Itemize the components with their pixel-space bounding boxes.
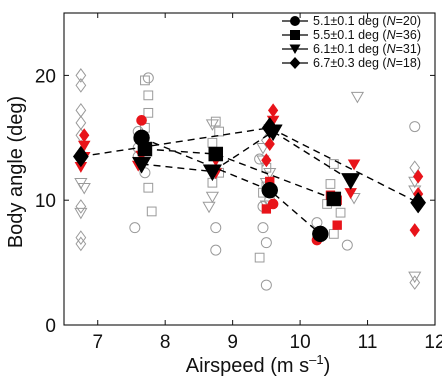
individual-point-red: [261, 204, 272, 214]
tick-labels-layer: 7 8 9 10 11 12 0 10 20: [35, 66, 442, 353]
mean-line: [144, 148, 335, 200]
individual-point-gray: [347, 192, 361, 205]
legend: 5.1±0.1 deg (N=20) 5.5±0.1 deg (N=36) 6.…: [282, 14, 421, 70]
mean-point: [312, 225, 329, 243]
individual-point-gray: [129, 222, 141, 234]
mean-point: [208, 146, 224, 162]
individual-point-gray: [409, 121, 421, 133]
individual-point-gray: [75, 115, 87, 131]
individual-point-gray: [146, 206, 157, 217]
x-tick-label: 7: [92, 332, 103, 353]
x-tick-label: 12: [424, 332, 442, 353]
individual-point-gray: [75, 236, 87, 252]
mean-point: [131, 156, 152, 174]
individual-point-red: [79, 128, 90, 143]
individual-point-gray: [409, 275, 421, 290]
mean-point: [341, 173, 361, 190]
legend-entry-4: 6.7±0.3 deg (N=18): [282, 56, 421, 70]
individual-point-gray: [75, 78, 87, 93]
individual-point-gray: [335, 207, 346, 218]
individual-point-gray: [75, 230, 87, 245]
individual-point-red: [347, 159, 361, 171]
plot-frame: [63, 12, 436, 326]
legend-diamond-marker: [289, 57, 301, 69]
x-axis-title-main: Airspeed (m s: [186, 355, 309, 377]
individual-point-gray: [350, 91, 365, 104]
individual-point-gray: [214, 126, 225, 137]
individual-point-red: [332, 220, 342, 230]
individual-point-gray: [328, 159, 339, 169]
individual-point-gray: [142, 72, 154, 84]
individual-point-red: [136, 115, 147, 126]
legend-triangle-marker: [289, 44, 301, 54]
individual-point-gray: [408, 271, 422, 284]
individual-point-red: [409, 223, 420, 238]
individual-point-gray: [77, 182, 91, 195]
y-tick-label: 10: [35, 191, 56, 212]
individual-point-gray: [74, 207, 88, 220]
individual-point-gray: [75, 68, 87, 83]
individual-point-gray: [207, 137, 218, 148]
individual-point-red: [261, 153, 272, 168]
individual-point-gray: [341, 239, 353, 251]
mean-point: [137, 141, 153, 157]
individual-point-gray: [143, 182, 154, 193]
mean-point: [72, 145, 89, 168]
legend-entry-3: 6.1±0.1 deg (N=31): [282, 42, 421, 56]
mean-line: [141, 130, 352, 181]
mean-point: [261, 116, 278, 139]
individual-point-gray: [254, 252, 265, 263]
individual-point-gray: [205, 191, 220, 204]
mean-point: [202, 164, 223, 182]
mean-point: [326, 191, 342, 207]
x-tick-label: 11: [358, 332, 378, 353]
x-axis-title-superscript: –1: [309, 352, 323, 367]
individual-point-gray: [140, 75, 150, 86]
y-tick-label: 0: [45, 316, 56, 337]
mean-line: [141, 137, 321, 235]
individual-point-gray: [256, 143, 270, 155]
individual-point-gray: [328, 229, 339, 239]
individual-point-gray: [205, 119, 220, 131]
individual-point-gray: [210, 222, 222, 234]
individual-point-gray: [75, 199, 87, 214]
legend-label-1: 5.1±0.1 deg (N=20): [313, 14, 421, 28]
x-axis-title: Airspeed (m s–1): [186, 352, 331, 377]
x-tick-label: 9: [227, 332, 238, 353]
legend-label-3: 6.1±0.1 deg (N=31): [313, 42, 421, 56]
legend-circle-marker: [290, 16, 300, 26]
x-axis-title-end: ): [324, 355, 331, 377]
individual-point-gray: [260, 237, 272, 249]
mean-lines-layer: [80, 127, 419, 235]
individual-point-red: [413, 169, 424, 184]
mean-point: [410, 191, 427, 214]
legend-entry-2: 5.5±0.1 deg (N=36): [282, 28, 421, 42]
y-axis-title: Body angle (deg): [5, 96, 27, 248]
individual-point-gray: [75, 102, 87, 118]
mean-point: [261, 181, 278, 199]
individual-point-gray: [257, 222, 269, 234]
individual-point-gray: [260, 279, 272, 291]
legend-label-2: 5.5±0.1 deg (N=36): [313, 28, 421, 42]
mean-points-layer: [72, 116, 427, 243]
legend-label-4: 6.7±0.3 deg (N=18): [313, 56, 421, 70]
legend-square-marker: [290, 30, 300, 40]
individual-point-gray: [325, 179, 336, 189]
individual-point-gray: [143, 107, 154, 118]
y-tick-label: 20: [35, 66, 56, 87]
legend-entry-1: 5.1±0.1 deg (N=20): [282, 14, 421, 28]
axes-layer: [63, 12, 436, 326]
x-tick-label: 8: [160, 332, 171, 353]
x-tick-label: 10: [290, 332, 311, 353]
individual-point-gray: [210, 244, 222, 256]
individual-point-gray: [143, 90, 154, 101]
individual-point-gray: [202, 201, 216, 214]
mean-line: [80, 127, 419, 204]
individual-point-red: [264, 137, 275, 152]
individual-point-gray: [210, 116, 221, 127]
individual-point-red: [267, 103, 279, 118]
